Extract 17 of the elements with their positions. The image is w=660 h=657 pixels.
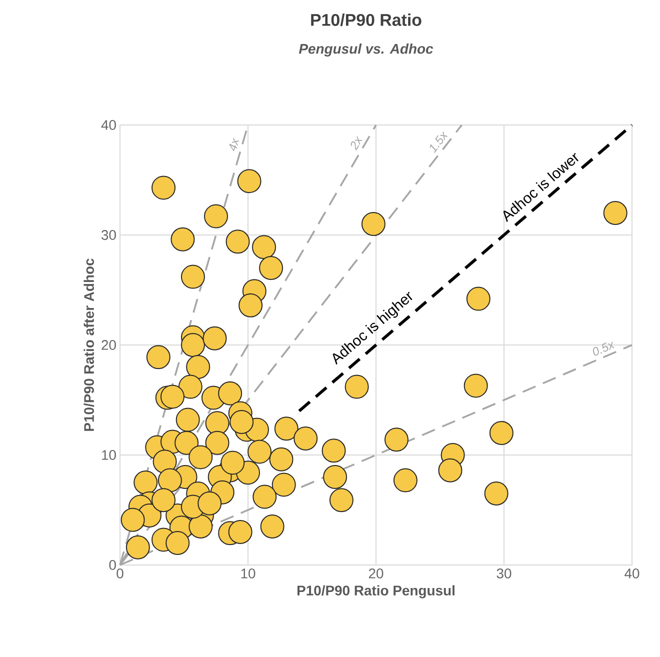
text: 2x (350, 136, 362, 150)
text: 0.5x (593, 342, 614, 356)
y-tick-label: 20 (102, 340, 116, 350)
y-tick-label: 40 (101, 120, 116, 130)
y-tick-label: 10 (102, 450, 116, 460)
chart-subtitle: Pengusul vs. Adhoc (298, 44, 434, 57)
x-tick-label: 40 (624, 568, 640, 578)
x-tick-label: 10 (241, 568, 256, 578)
x-tick-label: 30 (496, 568, 512, 578)
y-axis-title: P10/P90 Ratio after Adhoc (84, 258, 94, 431)
y-tick-label: 0 (109, 560, 116, 570)
x-tick-label: 0 (116, 568, 124, 578)
x-tick-label: 20 (368, 568, 384, 578)
chart-title: P10/P90 Ratio (311, 14, 422, 26)
y-tick-label: 30 (102, 230, 116, 240)
text: 4x (229, 138, 240, 152)
x-axis-title: P10/P90 Ratio Pengusul (297, 585, 454, 598)
